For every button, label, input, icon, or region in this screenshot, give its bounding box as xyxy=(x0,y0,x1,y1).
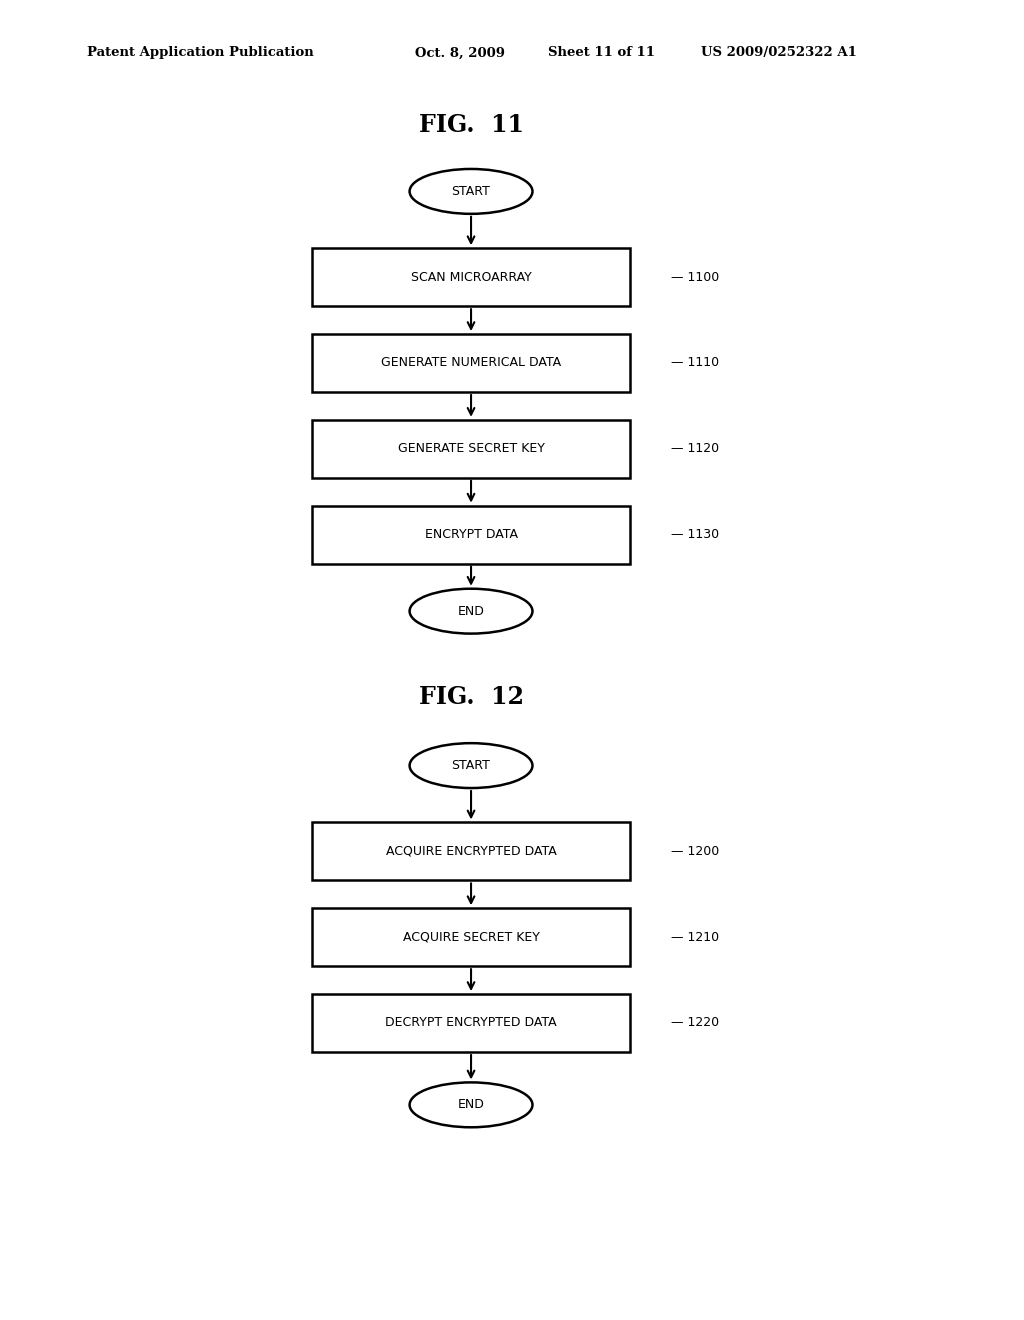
Text: US 2009/0252322 A1: US 2009/0252322 A1 xyxy=(701,46,857,59)
Text: — 1200: — 1200 xyxy=(671,845,719,858)
Text: — 1220: — 1220 xyxy=(671,1016,719,1030)
FancyBboxPatch shape xyxy=(312,822,630,880)
Ellipse shape xyxy=(410,169,532,214)
Text: — 1120: — 1120 xyxy=(671,442,719,455)
Ellipse shape xyxy=(410,589,532,634)
Text: ENCRYPT DATA: ENCRYPT DATA xyxy=(425,528,517,541)
Text: ACQUIRE SECRET KEY: ACQUIRE SECRET KEY xyxy=(402,931,540,944)
Text: Oct. 8, 2009: Oct. 8, 2009 xyxy=(415,46,505,59)
FancyBboxPatch shape xyxy=(312,908,630,966)
Text: — 1110: — 1110 xyxy=(671,356,719,370)
Text: GENERATE SECRET KEY: GENERATE SECRET KEY xyxy=(397,442,545,455)
Text: START: START xyxy=(452,185,490,198)
FancyBboxPatch shape xyxy=(312,248,630,306)
Text: Sheet 11 of 11: Sheet 11 of 11 xyxy=(548,46,654,59)
Text: — 1130: — 1130 xyxy=(671,528,719,541)
Text: — 1210: — 1210 xyxy=(671,931,719,944)
Ellipse shape xyxy=(410,743,532,788)
Text: FIG.  12: FIG. 12 xyxy=(419,685,523,709)
Text: END: END xyxy=(458,605,484,618)
Text: DECRYPT ENCRYPTED DATA: DECRYPT ENCRYPTED DATA xyxy=(385,1016,557,1030)
Ellipse shape xyxy=(410,1082,532,1127)
Text: ACQUIRE ENCRYPTED DATA: ACQUIRE ENCRYPTED DATA xyxy=(386,845,556,858)
Text: START: START xyxy=(452,759,490,772)
FancyBboxPatch shape xyxy=(312,420,630,478)
FancyBboxPatch shape xyxy=(312,334,630,392)
FancyBboxPatch shape xyxy=(312,994,630,1052)
Text: END: END xyxy=(458,1098,484,1111)
Text: SCAN MICROARRAY: SCAN MICROARRAY xyxy=(411,271,531,284)
Text: Patent Application Publication: Patent Application Publication xyxy=(87,46,313,59)
Text: — 1100: — 1100 xyxy=(671,271,719,284)
Text: FIG.  11: FIG. 11 xyxy=(419,114,523,137)
FancyBboxPatch shape xyxy=(312,506,630,564)
Text: GENERATE NUMERICAL DATA: GENERATE NUMERICAL DATA xyxy=(381,356,561,370)
